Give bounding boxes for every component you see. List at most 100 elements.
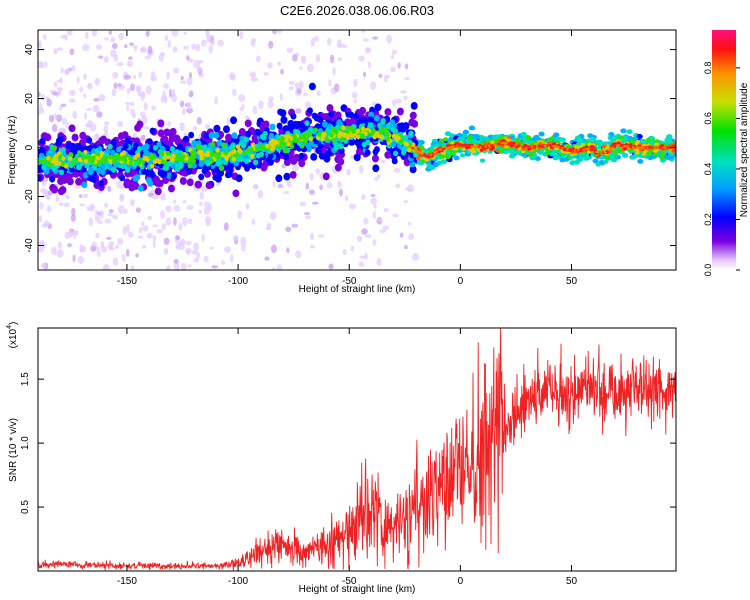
spectral-blob [489,147,494,151]
spectral-blob [479,158,486,163]
noise-blob [277,183,284,189]
spectral-blob [374,103,382,112]
spectral-blob [604,156,610,161]
spectral-blob [587,133,594,139]
colorbar-tick-label: 0.4 [703,163,713,176]
spectral-blob [659,152,666,157]
spectral-blob [73,156,79,162]
spectral-blob [188,131,195,139]
spectral-blob [468,125,476,131]
noise-blob [95,44,102,50]
spectral-blob [333,144,339,151]
spectral-blob [385,136,390,142]
noise-blob [44,61,48,68]
spectral-blob [434,155,441,160]
spectral-blob [308,136,314,142]
spectral-blob [187,162,193,169]
noise-blob [86,205,93,212]
noise-blob [171,88,176,97]
snr-panel: -150 -100 -50 0 500.51.01.5 Height of straig… [6,322,677,595]
noise-blob [192,125,198,131]
noise-blob [272,180,276,188]
spectral-blob [494,134,500,139]
noise-blob [359,255,367,259]
spectral-blob [169,145,175,152]
spectral-blob [38,158,42,164]
noise-blob [102,264,110,270]
noise-blob [237,210,243,219]
spectral-blob [367,122,374,129]
noise-blob [186,55,190,61]
noise-blob [253,183,259,190]
noise-blob [310,38,315,47]
noise-blob [63,202,70,208]
spectral-blob [183,135,190,143]
spectral-blob [191,162,197,169]
noise-blob [135,207,141,214]
spectral-blob [79,131,87,140]
spectral-blob [348,111,355,119]
noise-blob [386,34,393,44]
x-tick-label: 50 [566,576,578,587]
spectral-blob [125,167,131,173]
noise-blob [95,133,100,141]
spectral-blob [235,174,243,183]
spectral-blob [101,158,107,164]
spectral-blob [205,181,213,190]
snr-series-line [38,328,676,571]
noise-blob [277,61,282,66]
spectral-blob [331,138,337,143]
spectral-blob [84,162,90,169]
spectral-blob [521,147,526,151]
noise-blob [84,112,88,120]
spectral-blob [150,163,155,169]
noise-blob [53,113,57,120]
spectral-blob [392,128,398,134]
noise-blob [245,202,250,210]
spectral-blob [298,135,304,141]
y-tick-label: 0 [24,144,35,150]
spectral-blob [71,161,77,167]
noise-blob [120,197,125,201]
noise-blob [288,80,295,86]
noise-blob [133,46,137,52]
noise-blob [378,73,383,79]
noise-blob [232,88,237,97]
noise-blob [179,122,185,132]
spectral-blob [645,137,652,142]
noise-blob [220,260,226,265]
spectral-blob [141,144,147,151]
noise-blob [313,35,319,42]
spectral-blob [391,141,397,148]
spectral-blob [137,185,144,192]
noise-blob [186,205,194,210]
spectral-blob [269,123,276,131]
spectral-blob [76,144,83,152]
spectral-blob [444,153,449,158]
spectral-blob [408,130,414,137]
spectral-blob [389,119,396,126]
spectral-blob [641,152,647,156]
spectral-blob [170,157,175,163]
noise-blob [110,37,116,43]
spectral-blob [653,139,660,144]
noise-blob [107,185,112,193]
colorbar: 0.00.20.40.60.8 Normalized spectral ampl… [703,30,750,276]
noise-blob [199,191,205,200]
noise-blob [38,91,41,97]
spectral-blob [283,172,291,181]
spectral-blob [38,152,45,159]
noise-blob [182,200,187,204]
spectral-blob [628,143,633,147]
spectral-blob [596,139,603,145]
spectral-blob [290,112,297,120]
spectral-blob [116,146,122,153]
spectral-blob [365,139,371,146]
spectral-blob [523,139,530,144]
noise-blob [362,71,367,78]
noise-blob [380,159,386,164]
noise-blob [173,67,180,74]
spectral-blob [112,160,117,165]
spectral-blob [392,133,398,139]
spectral-blob [159,145,165,152]
